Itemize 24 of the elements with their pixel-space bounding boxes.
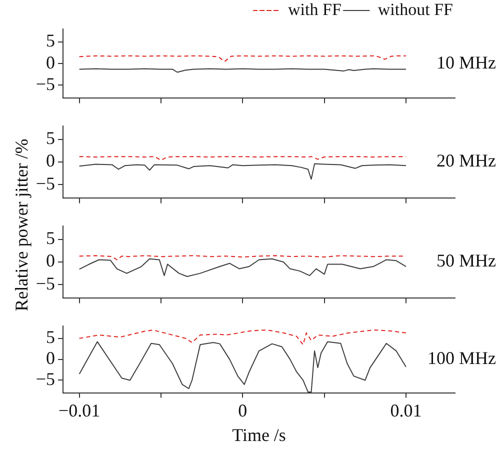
y-tick-label: −5 bbox=[36, 273, 55, 294]
legend-label: with FF bbox=[288, 0, 342, 19]
x-axis-title: Time /s bbox=[232, 424, 286, 445]
y-tick-label: 5 bbox=[46, 128, 55, 148]
x-tick-label: −0.01 bbox=[58, 400, 100, 420]
y-tick-label: −5 bbox=[36, 368, 55, 389]
annotation: 100 MHz bbox=[428, 348, 496, 368]
legend-label: without FF bbox=[378, 0, 454, 19]
y-tick-label: 0 bbox=[46, 250, 55, 271]
line-series bbox=[78, 329, 406, 346]
y-tick-label: 0 bbox=[46, 348, 55, 368]
y-tick-label: 5 bbox=[46, 228, 55, 248]
y-tick-label: 5 bbox=[46, 30, 55, 51]
annotation: 20 MHz bbox=[436, 150, 496, 171]
x-tick-label: 0.01 bbox=[390, 400, 422, 420]
y-tick-label: 0 bbox=[46, 52, 55, 72]
y-tick-label: −5 bbox=[36, 173, 55, 194]
x-tick-label: 0 bbox=[238, 400, 248, 420]
annotation: 50 MHz bbox=[436, 250, 496, 271]
y-tick-label: 0 bbox=[46, 150, 55, 171]
y-tick-label: 5 bbox=[46, 327, 55, 348]
y-axis-title: Relative power jitter /% bbox=[12, 138, 32, 312]
y-tick-label: −5 bbox=[36, 74, 55, 94]
annotation: 10 MHz bbox=[436, 52, 496, 72]
